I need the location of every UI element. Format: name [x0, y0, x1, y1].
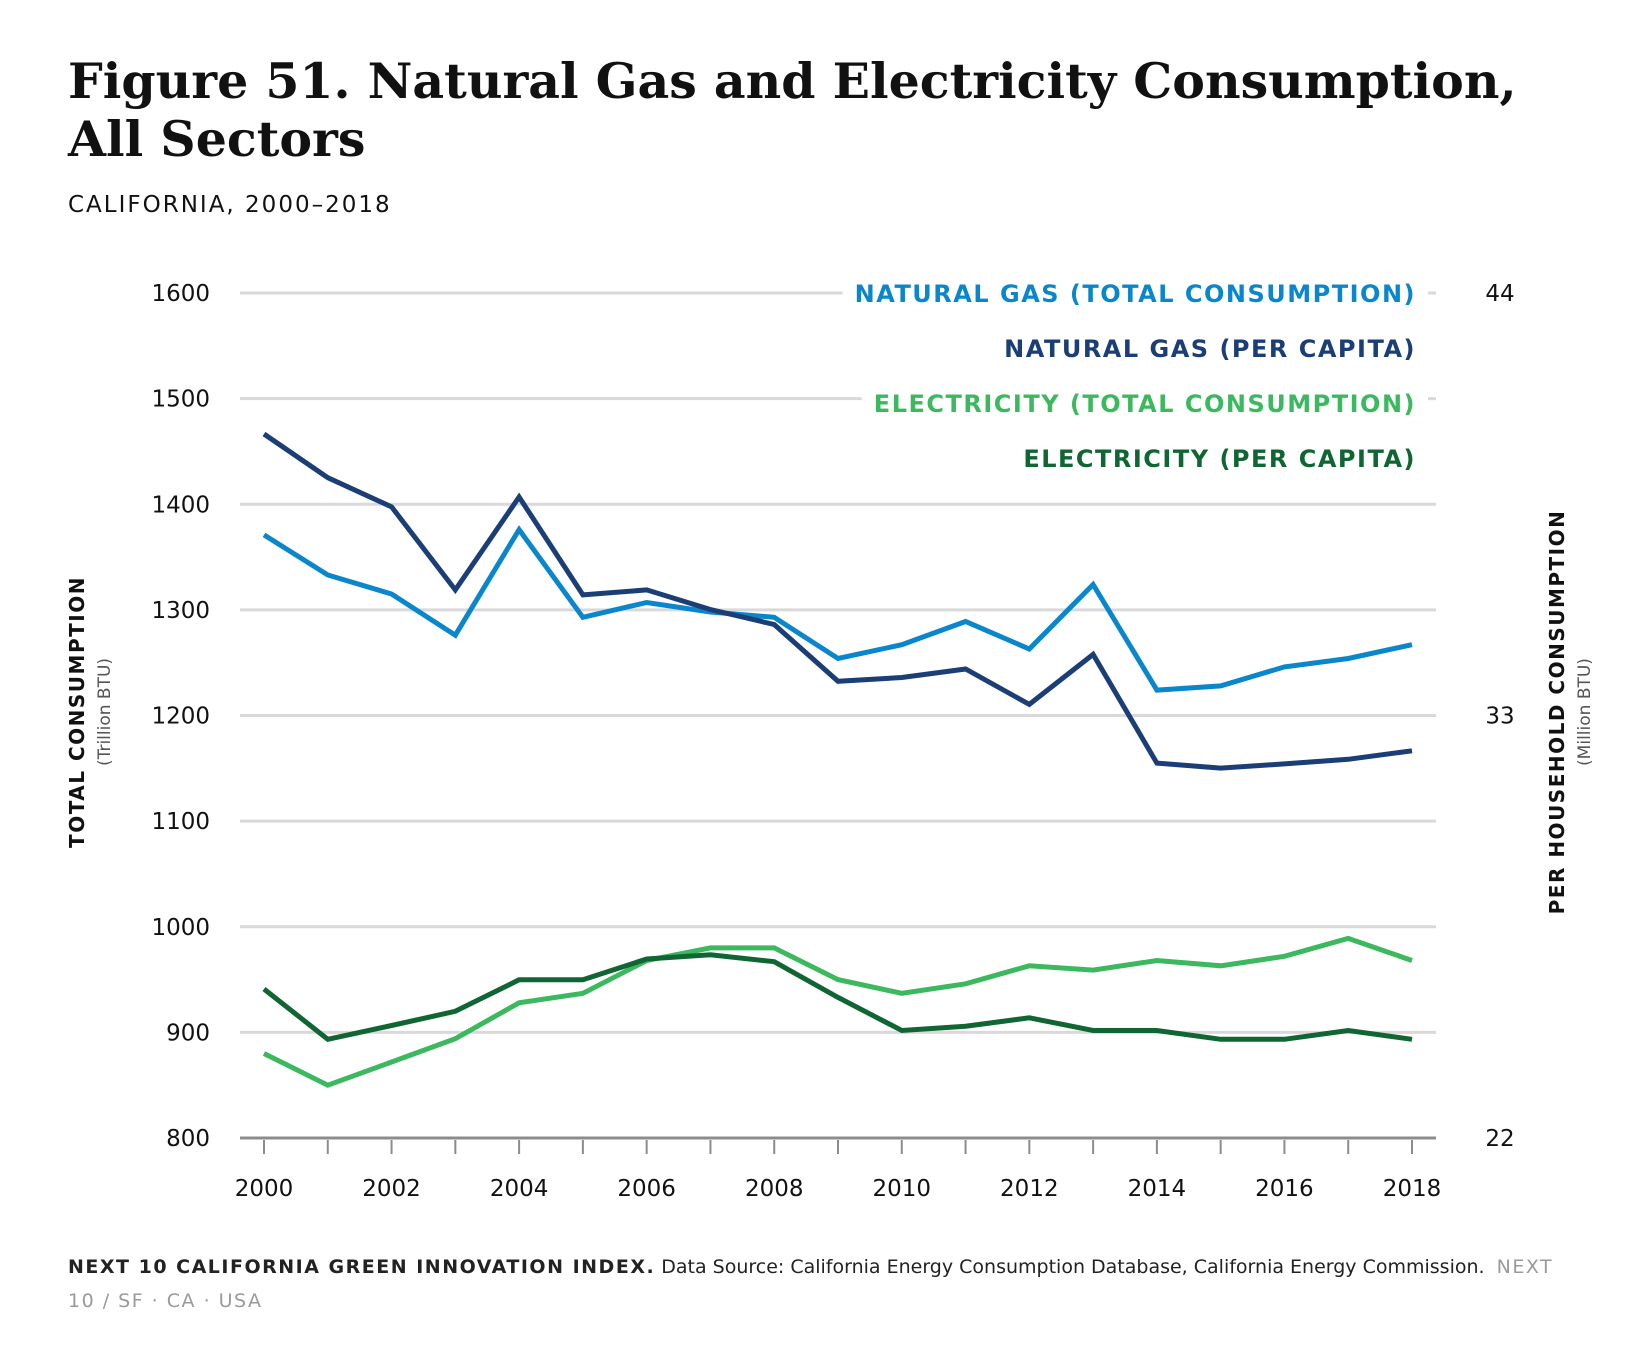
y-right-tick-label: 22 [1485, 1126, 1514, 1152]
footer-source-text: Data Source: California Energy Consumpti… [655, 1256, 1485, 1278]
legend-item-3: ELECTRICITY (TOTAL CONSUMPTION) [874, 390, 1416, 418]
y-left-tick-label: 800 [166, 1126, 210, 1152]
series-line-1 [262, 525, 1413, 693]
x-tick-label: 2000 [235, 1176, 294, 1202]
y-axis-left-title: TOTAL CONSUMPTION [65, 576, 89, 848]
legend-item-1: NATURAL GAS (TOTAL CONSUMPTION) [855, 280, 1416, 308]
y-left-tick-label: 1400 [151, 492, 210, 518]
x-tick-label: 2012 [1000, 1176, 1059, 1202]
y-axis-right-title: PER HOUSEHOLD CONSUMPTION [1545, 510, 1569, 915]
x-tick-label: 2008 [745, 1176, 804, 1202]
y-right-tick-label: 44 [1485, 281, 1514, 307]
x-tick-label: 2004 [490, 1176, 549, 1202]
chart-subtitle: CALIFORNIA, 2000–2018 [68, 192, 392, 218]
legend: NATURAL GAS (TOTAL CONSUMPTION) NATURAL G… [842, 271, 1428, 478]
y-axis-left: 800 900 1000 1100 1200 1300 1400 1500 1600 [151, 281, 210, 1152]
legend-item-4: ELECTRICITY (PER CAPITA) [1023, 445, 1416, 473]
series-line-4 [262, 952, 1413, 1042]
legend-item-bg [842, 271, 1428, 313]
x-tick-label: 2014 [1128, 1176, 1187, 1202]
y-right-tick-label: 33 [1485, 704, 1514, 730]
y-left-tick-label: 1200 [151, 704, 210, 730]
x-tick-label: 2006 [617, 1176, 676, 1202]
legend-item-bg [861, 381, 1428, 423]
y-axis-right: 22 33 44 [1485, 281, 1514, 1152]
series-line-2 [262, 431, 1413, 771]
y-axis-right-unit: (Million BTU) [1575, 658, 1595, 766]
y-left-tick-label: 1100 [151, 809, 210, 835]
y-left-tick-label: 1600 [151, 281, 210, 307]
series-lines [262, 431, 1413, 1088]
y-left-tick-label: 1300 [151, 598, 210, 624]
footer-brand: NEXT 10 / SF · CA · USA [68, 1256, 1554, 1312]
x-tick-label: 2018 [1383, 1176, 1442, 1202]
legend-item-bg [1011, 436, 1428, 478]
x-tick-label: 2016 [1255, 1176, 1314, 1202]
series-line-3 [262, 935, 1413, 1088]
y-left-tick-label: 1500 [151, 387, 210, 413]
x-tick-label: 2010 [873, 1176, 932, 1202]
legend-item-bg [992, 326, 1428, 368]
legend-item-2: NATURAL GAS (PER CAPITA) [1004, 335, 1416, 363]
chart-title: Figure 51. Natural Gas and Electricity C… [68, 52, 1517, 168]
footer-source-bold: NEXT 10 CALIFORNIA GREEN INNOVATION INDE… [68, 1256, 656, 1278]
x-tick-label: 2002 [362, 1176, 421, 1202]
y-left-tick-label: 1000 [151, 915, 210, 941]
gridlines [240, 291, 1436, 1140]
footer: NEXT 10 CALIFORNIA GREEN INNOVATION INDE… [68, 1250, 1568, 1318]
y-axis-left-unit: (Trillion BTU) [95, 658, 115, 766]
x-axis: 2000 2002 2004 2006 2008 2010 2012 2014 2016 2018 [235, 1140, 1442, 1202]
y-left-tick-label: 900 [166, 1020, 210, 1046]
